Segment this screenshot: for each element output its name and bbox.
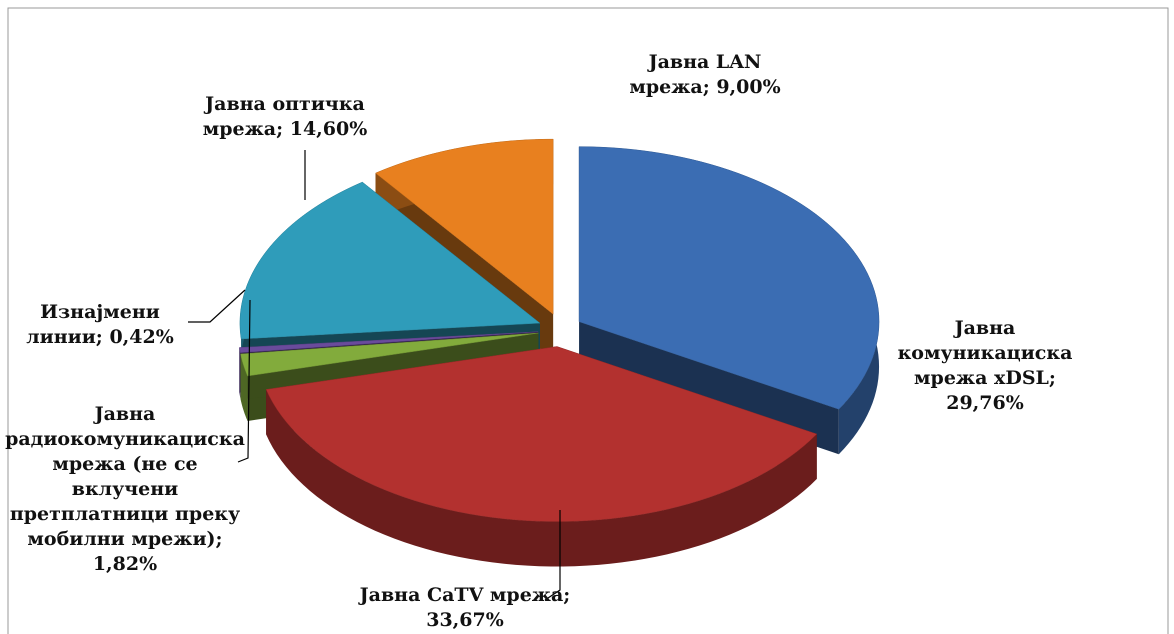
slice — [265, 346, 818, 522]
label-separator: ; — [563, 584, 577, 606]
label-name: Јавна CaTV мрежа — [359, 584, 564, 606]
slice-wall — [240, 353, 248, 421]
label-separator: ; — [95, 326, 110, 348]
label-name: Јавна LAN мрежа — [629, 51, 769, 98]
slice-wall — [266, 389, 817, 567]
data-label: Јавна комуникациска мрежа xDSL; 29,76% — [880, 316, 1090, 416]
slice — [239, 331, 539, 353]
label-value: 33,67% — [426, 609, 504, 631]
label-name: Јавна радиокомуникациска мрежа (не се вк… — [5, 403, 252, 550]
label-value: 9,00% — [716, 76, 781, 98]
label-value: 0,42% — [109, 326, 174, 348]
slice — [375, 138, 554, 315]
leader-line — [544, 510, 561, 601]
label-value: 14,60% — [289, 118, 368, 140]
leader-line — [237, 299, 251, 463]
data-label: Јавна оптичка мрежа; 14,60% — [175, 92, 395, 142]
slice-group — [265, 346, 818, 567]
label-name: Јавна комуникациска мрежа xDSL — [897, 317, 1080, 389]
data-label: Јавна LAN мрежа; 9,00% — [615, 50, 795, 100]
data-label: Јавна радиокомуникациска мрежа (не се вк… — [3, 402, 248, 577]
label-name: Изнајмени линии — [26, 301, 167, 348]
slice — [240, 332, 539, 377]
chart-frame — [7, 7, 1169, 634]
label-name: Јавна оптичка мрежа — [202, 93, 372, 140]
label-separator: ; — [1048, 367, 1063, 389]
slice-wall — [239, 347, 241, 398]
slice — [239, 181, 541, 340]
data-label: Изнајмени линии; 0,42% — [0, 300, 200, 350]
label-separator: ; — [276, 118, 290, 140]
data-label: Јавна CaTV мрежа; 33,67% — [350, 583, 580, 633]
label-separator: ; — [702, 76, 717, 98]
label-value: 29,76% — [946, 392, 1024, 414]
label-value: 1,82% — [92, 553, 158, 575]
slice — [578, 146, 880, 410]
label-separator: ; — [215, 528, 230, 550]
leader-line — [188, 289, 246, 323]
